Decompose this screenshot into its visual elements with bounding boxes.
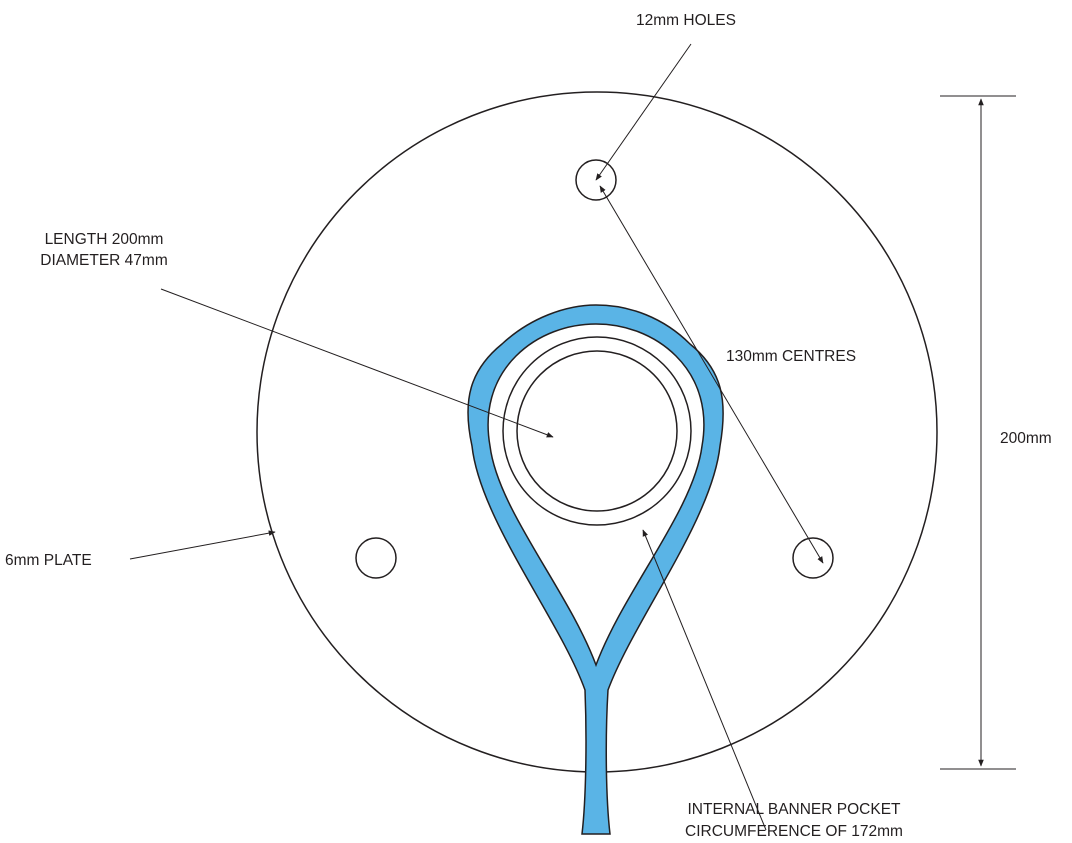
hole-left xyxy=(355,537,397,579)
label-length: LENGTH 200mm xyxy=(45,231,164,248)
label-height: 200mm xyxy=(1000,430,1052,447)
label-diameter: DIAMETER 47mm xyxy=(40,252,167,269)
label-pocket-line1: INTERNAL BANNER POCKET xyxy=(687,801,901,818)
leader-tube xyxy=(160,288,554,438)
leader-centres xyxy=(599,185,824,564)
label-centres: 130mm CENTRES xyxy=(726,348,856,365)
leader-holes xyxy=(595,43,692,181)
label-holes: 12mm HOLES xyxy=(636,12,736,29)
label-plate: 6mm PLATE xyxy=(5,552,92,569)
inner-tube xyxy=(516,350,678,512)
leader-pocket xyxy=(642,529,767,831)
leader-plate xyxy=(129,530,276,560)
hole-top xyxy=(575,159,617,201)
hole-right xyxy=(792,537,834,579)
label-pocket-line2: CIRCUMFERENCE OF 172mm xyxy=(685,823,903,840)
